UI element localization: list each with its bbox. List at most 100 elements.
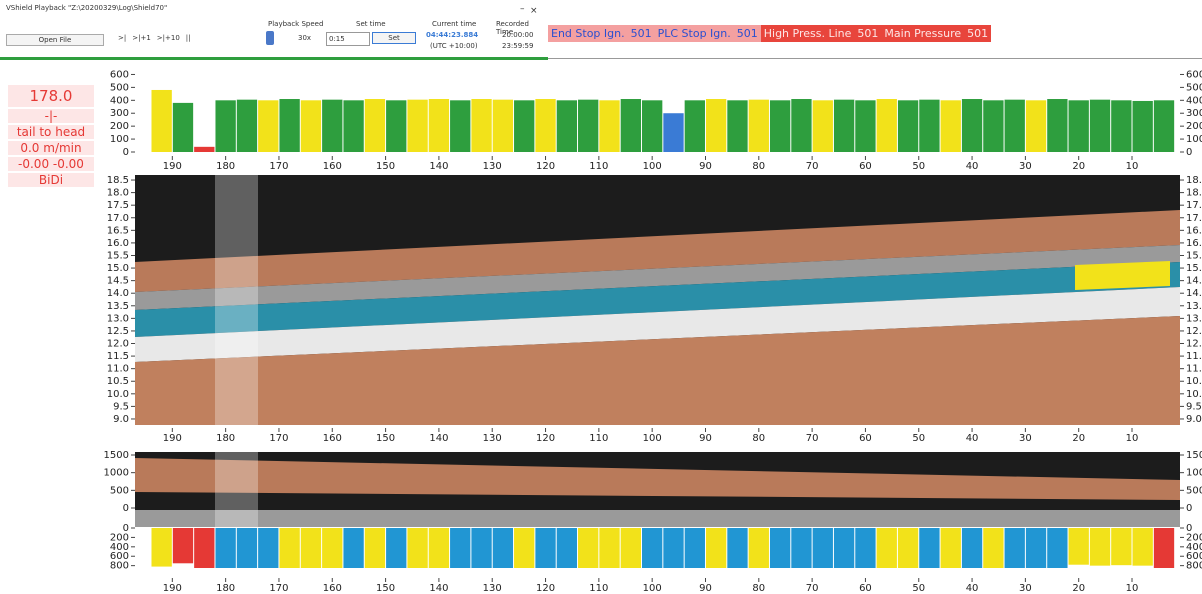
y-tick-label: 18.0	[1186, 188, 1202, 199]
bar	[749, 528, 769, 568]
speed-slider[interactable]	[266, 31, 274, 45]
y-tick-label: 0	[123, 147, 129, 158]
bar	[279, 99, 299, 152]
x-tick-label: 10	[1126, 583, 1139, 594]
y-tick-label: 1000	[104, 468, 129, 479]
step-button[interactable]: >|	[118, 34, 126, 42]
y-tick-label: 500	[110, 82, 129, 93]
bar	[578, 100, 598, 152]
bar	[813, 100, 833, 152]
bar	[1005, 100, 1025, 152]
minimize[interactable]: –	[520, 4, 525, 14]
y-tick-label: 0	[1186, 503, 1192, 514]
x-tick-label: 170	[269, 583, 288, 594]
bar	[877, 528, 897, 568]
step-buttons: >| >|+1 >|+10 ||	[118, 34, 191, 42]
bar	[322, 528, 342, 568]
x-tick-label: 50	[912, 161, 925, 172]
bar	[471, 528, 491, 568]
x-tick-label: 50	[912, 433, 925, 444]
x-tick-label: 80	[752, 433, 765, 444]
y-tick-label: 15.5	[1186, 250, 1202, 261]
x-tick-label: 100	[643, 161, 662, 172]
open-file-button[interactable]: Open File	[6, 34, 104, 46]
y-tick-label: 12.0	[1186, 339, 1202, 350]
x-tick-label: 30	[1019, 433, 1032, 444]
bar	[855, 528, 875, 568]
bar	[450, 528, 470, 568]
y-tick-label: 0	[123, 503, 129, 514]
y-tick-label: 16.5	[1186, 225, 1202, 236]
x-tick-label: 170	[269, 433, 288, 444]
y-tick-label: 16.0	[1186, 238, 1202, 249]
bar	[813, 528, 833, 568]
bar	[301, 100, 321, 152]
bar	[791, 528, 811, 568]
y-tick-label: 1500	[104, 450, 129, 461]
x-tick-label: 180	[216, 433, 235, 444]
playback-window: VShield Playback "Z:\20200329\Log\Shield…	[0, 0, 548, 60]
x-tick-label: 20	[1072, 583, 1085, 594]
y-tick-label: 100	[110, 134, 129, 145]
y-tick-label: 0	[1186, 147, 1192, 158]
y-tick-label: 11.0	[1186, 364, 1202, 375]
bar	[194, 147, 214, 152]
y-tick-label: 600	[1186, 69, 1202, 80]
bar	[1133, 101, 1153, 152]
bar	[1069, 528, 1089, 565]
x-tick-label: 30	[1019, 583, 1032, 594]
bar	[599, 100, 619, 152]
bar	[386, 100, 406, 152]
bar	[706, 99, 726, 152]
x-tick-label: 180	[216, 583, 235, 594]
y-tick-label: 10.5	[1186, 376, 1202, 387]
app: VShield Playback "Z:\20200329\Log\Shield…	[0, 0, 1202, 594]
bar	[194, 528, 214, 568]
y-tick-label: 17.0	[1186, 213, 1202, 224]
bar	[621, 99, 641, 152]
x-tick-label: 90	[699, 433, 712, 444]
x-tick-label: 160	[323, 583, 342, 594]
x-tick-label: 60	[859, 161, 872, 172]
y-tick-label: 12.5	[1186, 326, 1202, 337]
x-tick-label: 140	[429, 161, 448, 172]
x-tick-label: 70	[806, 433, 819, 444]
x-tick-label: 40	[966, 583, 979, 594]
x-tick-label: 40	[966, 433, 979, 444]
close[interactable]: ×	[530, 6, 538, 16]
bar	[343, 100, 363, 152]
recorded-start: 20:00:00	[502, 31, 533, 39]
step-button[interactable]: >|+1	[132, 34, 151, 42]
bar	[855, 100, 875, 152]
bar	[834, 528, 854, 568]
bar	[557, 528, 577, 568]
bar	[493, 100, 513, 152]
charts: 0010010020020030030040040050050060060019…	[0, 0, 1202, 594]
bar	[898, 100, 918, 152]
bar	[727, 100, 747, 152]
set-button[interactable]: Set	[372, 32, 416, 44]
speed-label: Playback Speed	[268, 20, 323, 28]
x-tick-label: 130	[483, 433, 502, 444]
bar	[919, 528, 939, 568]
bar	[770, 100, 790, 152]
x-tick-label: 170	[269, 161, 288, 172]
pause-button[interactable]: ||	[186, 34, 191, 42]
y-tick-label: 14.0	[1186, 288, 1202, 299]
y-tick-label: 9.5	[1186, 401, 1202, 412]
x-tick-label: 130	[483, 161, 502, 172]
x-tick-label: 50	[912, 583, 925, 594]
x-tick-label: 10	[1126, 161, 1139, 172]
bar	[685, 100, 705, 152]
bar	[1090, 100, 1110, 152]
step-button[interactable]: >|+10	[157, 34, 180, 42]
x-tick-label: 150	[376, 433, 395, 444]
bar	[258, 100, 278, 152]
bar	[770, 528, 790, 568]
y-tick-label: 1000	[1186, 468, 1202, 479]
bar	[493, 528, 513, 568]
bar	[173, 103, 193, 152]
x-tick-label: 160	[323, 161, 342, 172]
bar	[1026, 100, 1046, 152]
set-time-input[interactable]: 0:15	[326, 32, 370, 46]
